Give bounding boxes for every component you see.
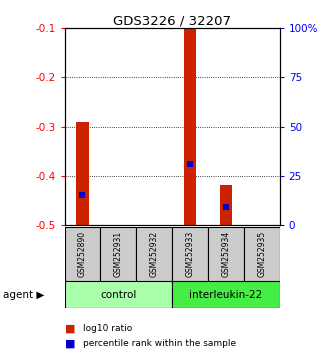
Text: ■: ■ [65,338,75,348]
Bar [184,28,196,225]
Bar [136,227,172,281]
Bar [65,227,100,281]
Bar [172,281,280,308]
Bar [172,227,208,281]
Text: ■: ■ [65,324,75,333]
Text: GSM252933: GSM252933 [186,231,195,277]
Bar [220,185,232,225]
Text: GSM252935: GSM252935 [257,231,266,277]
Text: log10 ratio: log10 ratio [83,324,132,333]
Bar [100,227,136,281]
Text: GSM252934: GSM252934 [221,231,230,277]
Text: control: control [100,290,136,300]
Text: GSM252932: GSM252932 [150,231,159,277]
Text: interleukin-22: interleukin-22 [189,290,262,300]
Title: GDS3226 / 32207: GDS3226 / 32207 [113,14,231,27]
Bar [208,227,244,281]
Bar [76,122,89,225]
Bar [65,281,172,308]
Bar [244,227,280,281]
Text: agent ▶: agent ▶ [3,290,45,299]
Text: GSM252931: GSM252931 [114,231,123,277]
Text: percentile rank within the sample: percentile rank within the sample [83,339,236,348]
Text: GSM252890: GSM252890 [78,231,87,277]
